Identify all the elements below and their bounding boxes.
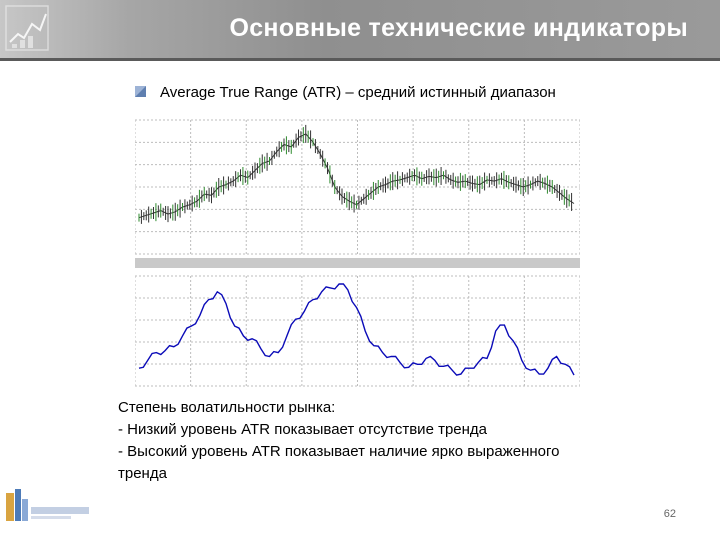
- header-divider: [0, 58, 720, 61]
- description-line: - Высокий уровень ATR показывает наличие…: [118, 443, 560, 460]
- description: Степень волатильности рынка: - Низкий ур…: [118, 397, 678, 485]
- company-logo-icon: [6, 489, 89, 521]
- description-line: Степень волатильности рынка:: [118, 399, 336, 416]
- atr-line: [138, 283, 575, 376]
- atr-series: [138, 283, 575, 376]
- slide-subtitle: Average True Range (ATR) – средний истин…: [160, 84, 556, 101]
- atr-panel-grid: [134, 275, 581, 387]
- description-line: - Низкий уровень ATR показывает отсутств…: [118, 421, 488, 438]
- atr-chart: [134, 116, 581, 396]
- description-line: тренда: [118, 465, 167, 482]
- price-series: [138, 124, 575, 224]
- bullet-square-icon: [135, 86, 146, 97]
- chart-logo-icon: [5, 5, 49, 51]
- slide-title: Основные технические индикаторы: [229, 14, 688, 42]
- slide-header: Основные технические индикаторы: [0, 0, 720, 58]
- chart-canvas: [134, 119, 581, 387]
- page-number: 62: [663, 508, 676, 520]
- panel-separator: [135, 258, 580, 268]
